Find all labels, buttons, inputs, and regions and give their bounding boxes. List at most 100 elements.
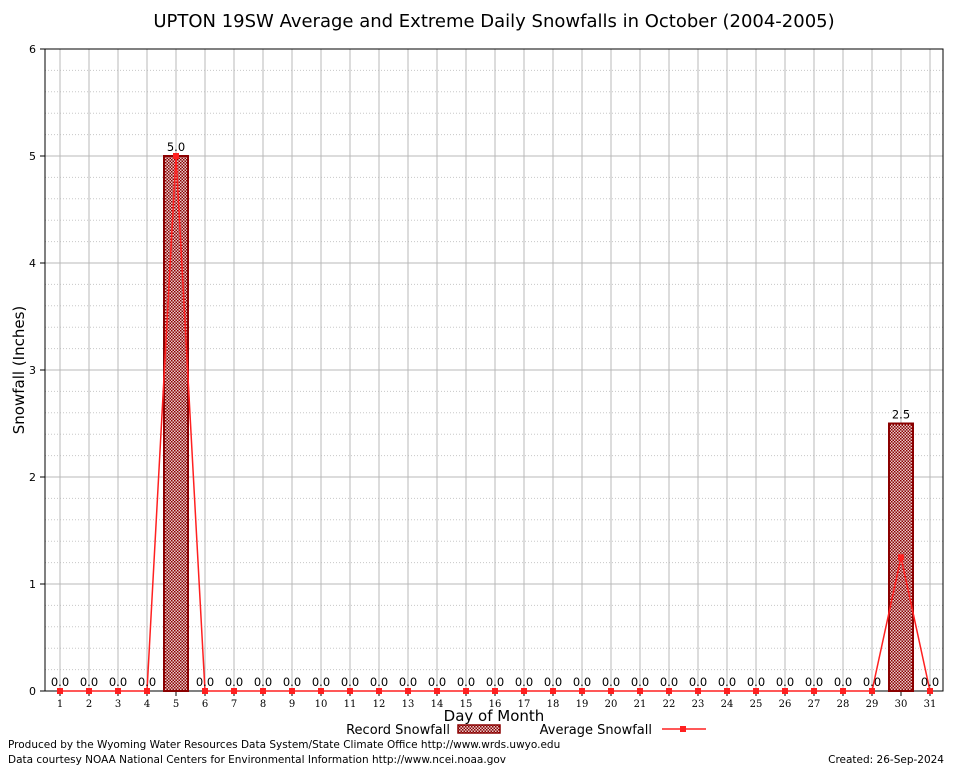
data-labels: 0.0 0.0 0.0 0.0 5.0 0.0 0.0 0.0 0.0 0.0 0.0 0.0 0.0 0… xyxy=(51,140,939,689)
data-label: 0.0 xyxy=(515,675,533,689)
x-tick-label: 30 xyxy=(895,699,908,710)
average-point xyxy=(231,688,237,694)
average-point xyxy=(57,688,63,694)
footer-produced-by: Produced by the Wyoming Water Resources … xyxy=(8,739,560,751)
average-line-series xyxy=(57,153,933,694)
x-axis-label: Day of Month xyxy=(444,707,545,725)
average-point xyxy=(318,688,324,694)
x-tick-label: 7 xyxy=(231,699,237,710)
y-tick-label: 2 xyxy=(29,471,36,484)
x-tick-label: 6 xyxy=(202,699,208,710)
data-label: 0.0 xyxy=(196,675,214,689)
x-tick-label: 31 xyxy=(924,699,937,710)
average-point xyxy=(869,688,875,694)
x-tick-label: 22 xyxy=(663,699,676,710)
x-tick-label: 14 xyxy=(431,699,444,710)
average-point xyxy=(86,688,92,694)
average-point xyxy=(666,688,672,694)
average-point xyxy=(927,688,933,694)
x-tick-label: 16 xyxy=(489,699,502,710)
data-label: 0.0 xyxy=(399,675,417,689)
data-label: 0.0 xyxy=(863,675,881,689)
x-tick-label: 12 xyxy=(373,699,386,710)
data-label: 0.0 xyxy=(283,675,301,689)
x-tick-label: 4 xyxy=(144,699,150,710)
average-point xyxy=(173,153,179,159)
y-tick-label: 1 xyxy=(29,578,36,591)
x-tick-label: 24 xyxy=(721,699,734,710)
average-point xyxy=(492,688,498,694)
x-tick-label: 28 xyxy=(837,699,850,710)
data-label: 0.0 xyxy=(805,675,823,689)
average-point xyxy=(144,688,150,694)
data-label: 0.0 xyxy=(312,675,330,689)
data-label: 0.0 xyxy=(341,675,359,689)
y-axis-ticks: 0 1 2 3 4 5 6 xyxy=(29,43,45,698)
x-tick-label: 21 xyxy=(634,699,647,710)
y-tick-label: 6 xyxy=(29,43,36,56)
data-label: 0.0 xyxy=(51,675,69,689)
y-tick-label: 4 xyxy=(29,257,36,270)
average-point xyxy=(260,688,266,694)
x-axis-ticks: 1 2 3 4 5 6 7 8 9 10 11 12 13 14 15 16 17 18 19 20 21 22 23 24 2… xyxy=(57,691,937,710)
legend: Record Snowfall Average Snowfall xyxy=(346,723,706,738)
x-tick-label: 1 xyxy=(57,699,63,710)
data-label: 0.0 xyxy=(457,675,475,689)
x-tick-label: 17 xyxy=(518,699,531,710)
data-label: 0.0 xyxy=(602,675,620,689)
average-point xyxy=(550,688,556,694)
y-tick-label: 3 xyxy=(29,364,36,377)
data-label: 0.0 xyxy=(718,675,736,689)
x-tick-label: 9 xyxy=(289,699,295,710)
data-label: 0.0 xyxy=(660,675,678,689)
legend-label-record: Record Snowfall xyxy=(346,723,450,738)
data-label: 0.0 xyxy=(428,675,446,689)
data-label: 0.0 xyxy=(138,675,156,689)
legend-label-average: Average Snowfall xyxy=(540,723,652,738)
average-point xyxy=(637,688,643,694)
average-point xyxy=(463,688,469,694)
data-label: 0.0 xyxy=(225,675,243,689)
average-point xyxy=(347,688,353,694)
data-label: 2.5 xyxy=(892,408,910,422)
x-tick-label: 13 xyxy=(402,699,415,710)
x-tick-label: 18 xyxy=(547,699,560,710)
data-label: 0.0 xyxy=(631,675,649,689)
average-point xyxy=(695,688,701,694)
average-point xyxy=(753,688,759,694)
x-tick-label: 25 xyxy=(750,699,763,710)
data-label: 0.0 xyxy=(921,675,939,689)
average-point xyxy=(840,688,846,694)
average-point xyxy=(521,688,527,694)
x-tick-label: 19 xyxy=(576,699,589,710)
x-tick-label: 10 xyxy=(315,699,328,710)
x-tick-label: 5 xyxy=(173,699,179,710)
x-tick-label: 3 xyxy=(115,699,121,710)
record-bars xyxy=(163,155,914,692)
average-point xyxy=(289,688,295,694)
x-tick-label: 23 xyxy=(692,699,705,710)
data-label: 0.0 xyxy=(747,675,765,689)
data-label: 0.0 xyxy=(573,675,591,689)
x-tick-label: 15 xyxy=(460,699,473,710)
data-label: 0.0 xyxy=(486,675,504,689)
y-tick-label: 0 xyxy=(29,685,36,698)
data-label: 0.0 xyxy=(109,675,127,689)
x-tick-label: 20 xyxy=(605,699,618,710)
legend-marker-average xyxy=(680,726,686,732)
data-label: 5.0 xyxy=(167,140,185,154)
legend-swatch-record xyxy=(457,724,501,734)
average-point xyxy=(376,688,382,694)
data-label: 0.0 xyxy=(254,675,272,689)
x-tick-label: 11 xyxy=(344,699,357,710)
data-label: 0.0 xyxy=(834,675,852,689)
average-point xyxy=(898,554,904,561)
data-label: 0.0 xyxy=(370,675,388,689)
average-point xyxy=(782,688,788,694)
average-point xyxy=(115,688,121,694)
x-tick-label: 2 xyxy=(86,699,92,710)
average-point xyxy=(608,688,614,694)
average-point xyxy=(724,688,730,694)
footer-courtesy: Data courtesy NOAA National Centers for … xyxy=(8,754,506,766)
